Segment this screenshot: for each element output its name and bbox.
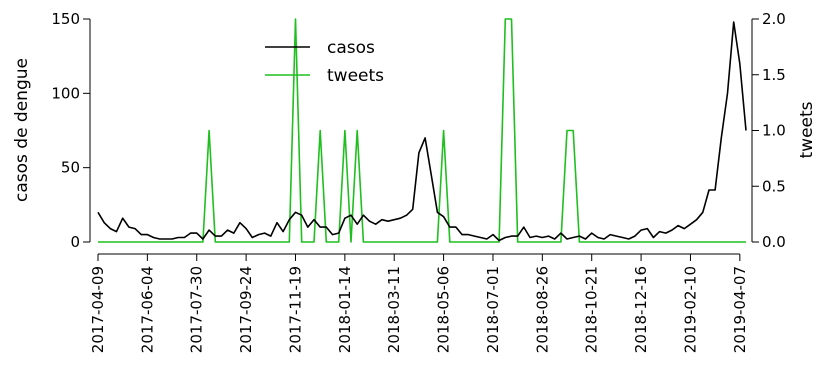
x-tick-label: 2017-11-19	[286, 266, 304, 353]
left-y-axis: 0 50 100 150	[51, 10, 91, 251]
x-tick-label: 2018-07-01	[484, 266, 502, 353]
left-tick-label: 50	[61, 159, 80, 177]
right-tick-label: 1.5	[762, 66, 786, 84]
right-y-axis: 0.0 0.5 1.0 1.5 2.0	[751, 10, 786, 251]
left-tick-label: 100	[51, 84, 80, 102]
x-tick-label: 2018-01-14	[336, 266, 354, 353]
right-tick-label: 1.0	[762, 122, 786, 140]
right-tick-label: 0.0	[762, 233, 786, 251]
right-tick-label: 2.0	[762, 10, 786, 28]
legend-label-tweets: tweets	[327, 66, 384, 86]
series-line-casos	[97, 21, 747, 242]
left-tick-label: 0	[70, 233, 80, 251]
legend-label-casos: casos	[327, 38, 375, 58]
series-layer	[97, 18, 747, 243]
right-tick-label: 0.5	[762, 177, 786, 195]
x-tick-label: 2018-12-16	[632, 266, 650, 353]
x-tick-label: 2018-10-21	[583, 266, 601, 353]
x-tick-label: 2018-05-06	[435, 266, 453, 353]
x-tick-label: 2017-06-04	[138, 266, 156, 353]
series-line-tweets	[98, 18, 746, 243]
left-axis-title: casos de dengue	[12, 58, 32, 202]
x-tick-label: 2019-02-10	[681, 266, 699, 353]
x-tick-label: 2019-04-07	[731, 266, 749, 353]
x-tick-label: 2017-04-09	[89, 266, 107, 353]
x-tick-label: 2018-03-11	[385, 266, 403, 353]
x-axis: 2017-04-09 2017-06-04 2017-07-30 2017-09-24…	[89, 253, 749, 353]
left-tick-label: 150	[51, 10, 80, 28]
legend: casos tweets	[265, 38, 384, 86]
x-tick-label: 2017-07-30	[188, 266, 206, 353]
x-tick-label: 2018-08-26	[533, 266, 551, 353]
x-tick-label: 2017-09-24	[237, 266, 255, 353]
right-axis-title: tweets	[797, 101, 817, 158]
